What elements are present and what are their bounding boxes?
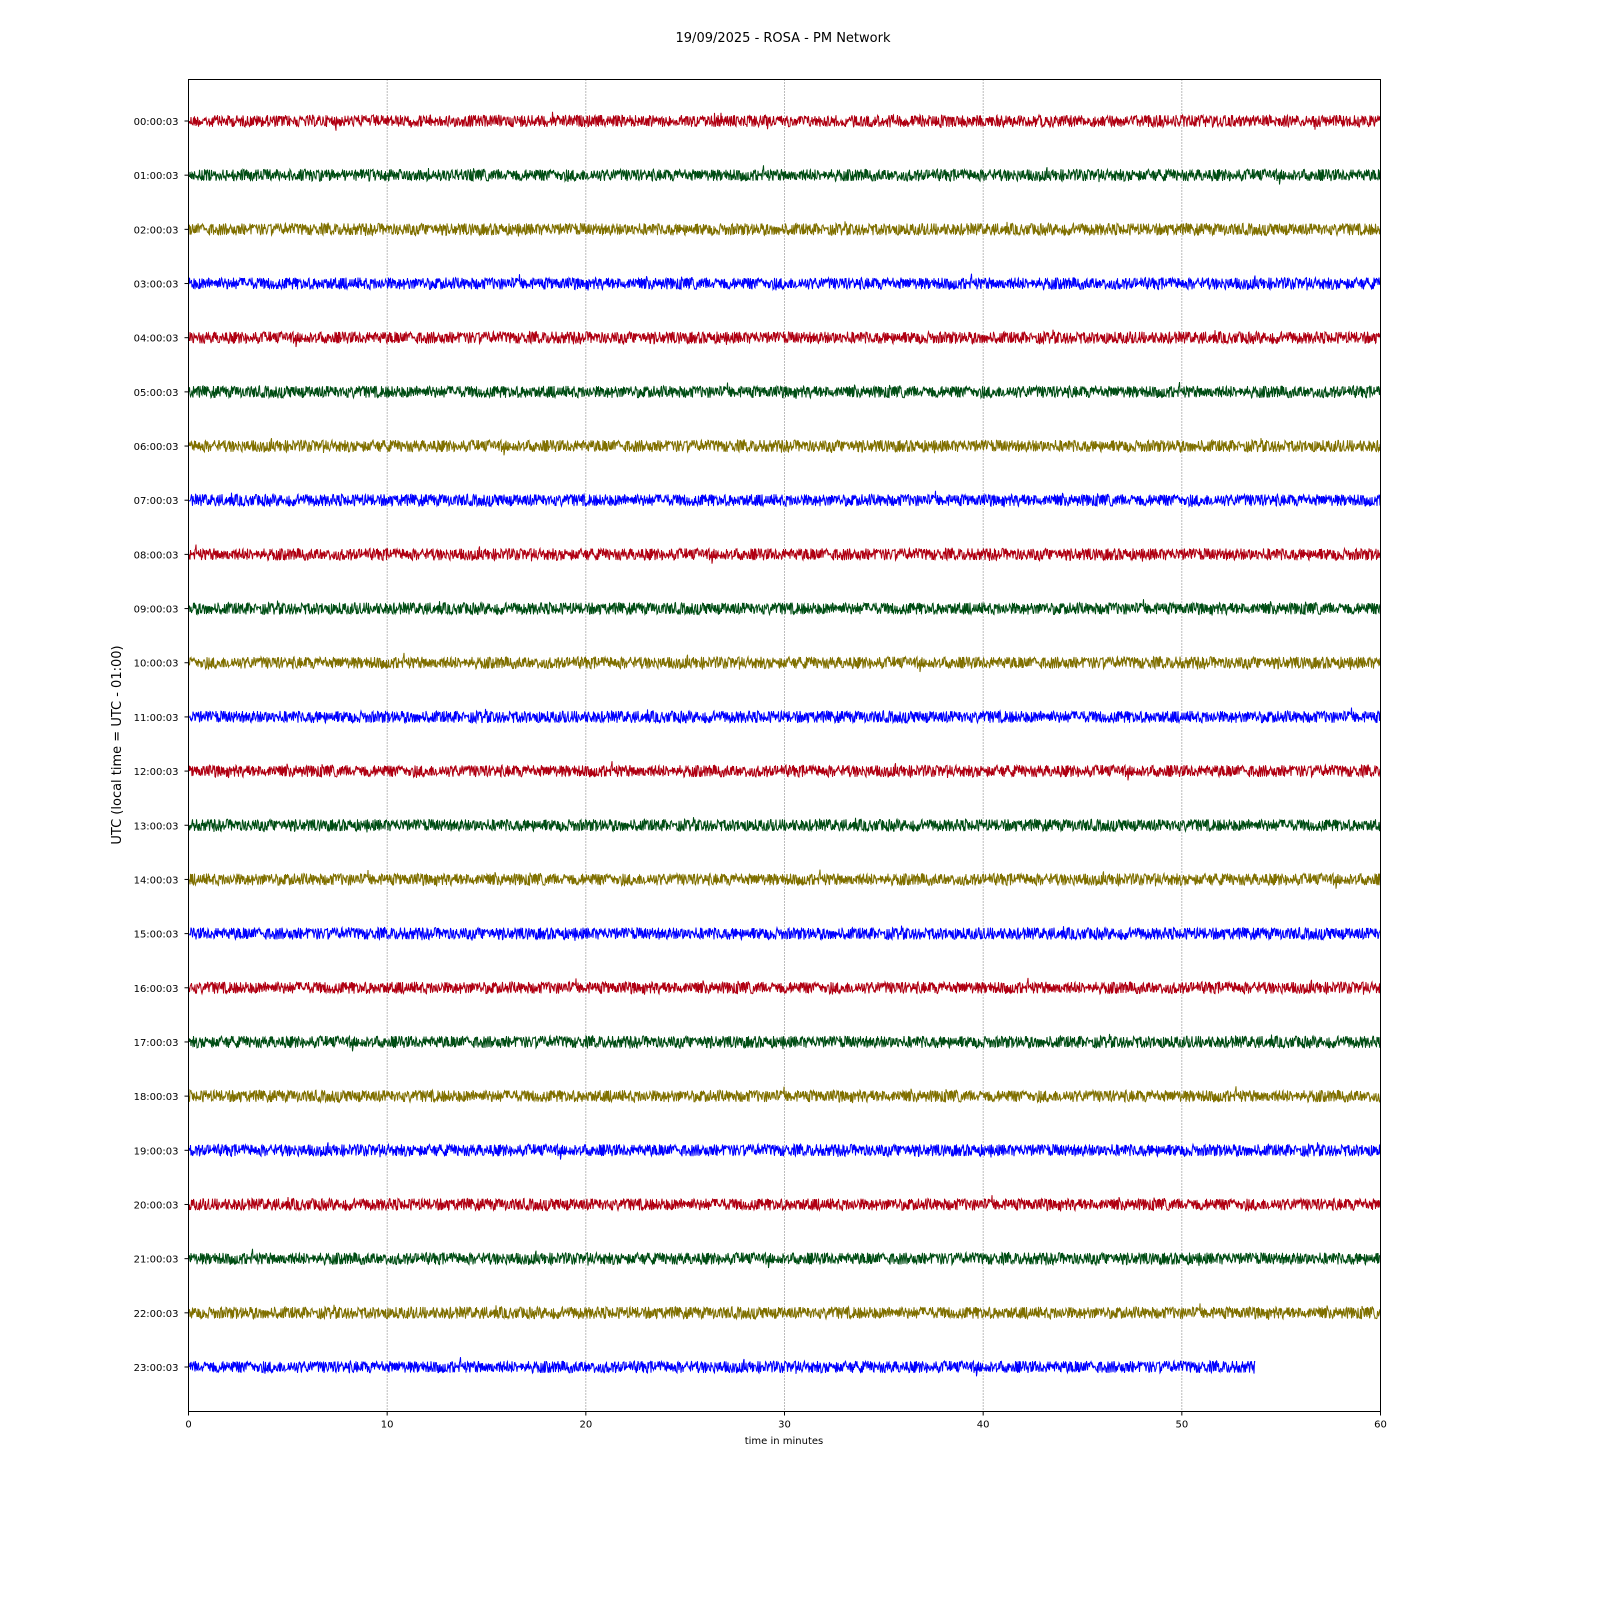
- y-tick-label: 15:00:03: [134, 930, 179, 941]
- y-tick-label: 14:00:03: [134, 875, 179, 886]
- y-tick-label: 23:00:03: [134, 1363, 179, 1374]
- x-tick-label: 50: [1175, 1420, 1188, 1431]
- trace-010003: [189, 165, 1381, 185]
- y-tick-label: 10:00:03: [134, 659, 179, 670]
- y-tick-label: 16:00:03: [134, 984, 179, 995]
- x-tick-label: 20: [579, 1420, 592, 1431]
- trace-160003: [189, 977, 1381, 996]
- y-tick-label: 19:00:03: [134, 1146, 179, 1157]
- y-tick-label: 13:00:03: [134, 821, 179, 832]
- trace-070003: [189, 490, 1381, 508]
- trace-120003: [189, 761, 1381, 781]
- trace-110003: [189, 707, 1381, 725]
- y-tick-label: 05:00:03: [134, 388, 179, 399]
- chart-title: 19/09/2025 - ROSA - PM Network: [676, 31, 891, 46]
- y-tick-label: 21:00:03: [134, 1255, 179, 1266]
- trace-050003: [189, 381, 1381, 400]
- x-ticks: 0 10 20 30 40 50 60: [185, 1411, 1387, 1431]
- y-tick-label: 03:00:03: [134, 280, 179, 291]
- y-tick-label: 04:00:03: [134, 334, 179, 345]
- y-tick-label: 11:00:03: [134, 713, 179, 724]
- trace-200003: [189, 1195, 1381, 1213]
- x-axis-label: time in minutes: [745, 1436, 824, 1447]
- trace-210003: [189, 1248, 1381, 1269]
- x-tick-label: 10: [381, 1420, 394, 1431]
- trace-220003: [189, 1303, 1381, 1321]
- trace-170003: [189, 1033, 1381, 1052]
- trace-190003: [189, 1142, 1381, 1160]
- x-tick-label: 60: [1374, 1420, 1387, 1431]
- x-tick-label: 30: [778, 1420, 791, 1431]
- y-tick-label: 12:00:03: [134, 767, 179, 778]
- y-tick-label: 18:00:03: [134, 1092, 179, 1103]
- y-tick-label: 17:00:03: [134, 1038, 179, 1049]
- trace-230003: [189, 1357, 1256, 1377]
- y-ticks: 00:00:03 01:00:03 02:00:03 03:00:03 04:00:03…: [134, 117, 189, 1374]
- y-tick-label: 22:00:03: [134, 1309, 179, 1320]
- grid: [386, 79, 1183, 1412]
- y-tick-label: 02:00:03: [134, 225, 179, 236]
- y-tick-label: 20:00:03: [134, 1200, 179, 1211]
- x-tick-label: 40: [977, 1420, 990, 1431]
- trace-140003: [189, 869, 1381, 889]
- trace-180003: [189, 1086, 1381, 1104]
- trace-090003: [189, 599, 1381, 617]
- trace-150003: [189, 925, 1381, 942]
- trace-020003: [189, 221, 1381, 238]
- trace-000003: [189, 111, 1381, 131]
- y-tick-label: 09:00:03: [134, 605, 179, 616]
- trace-080003: [189, 544, 1381, 564]
- y-tick-label: 01:00:03: [134, 171, 179, 182]
- y-axis-label: UTC (local time = UTC - 01:00): [110, 645, 125, 844]
- trace-040003: [189, 329, 1381, 348]
- trace-130003: [189, 817, 1381, 833]
- traces: [189, 111, 1381, 1377]
- y-tick-label: 06:00:03: [134, 442, 179, 453]
- y-tick-label: 00:00:03: [134, 117, 179, 128]
- trace-030003: [189, 273, 1381, 292]
- x-tick-label: 0: [185, 1420, 191, 1431]
- y-tick-label: 08:00:03: [134, 550, 179, 561]
- trace-100003: [189, 652, 1381, 673]
- y-tick-label: 07:00:03: [134, 496, 179, 507]
- trace-060003: [189, 437, 1381, 456]
